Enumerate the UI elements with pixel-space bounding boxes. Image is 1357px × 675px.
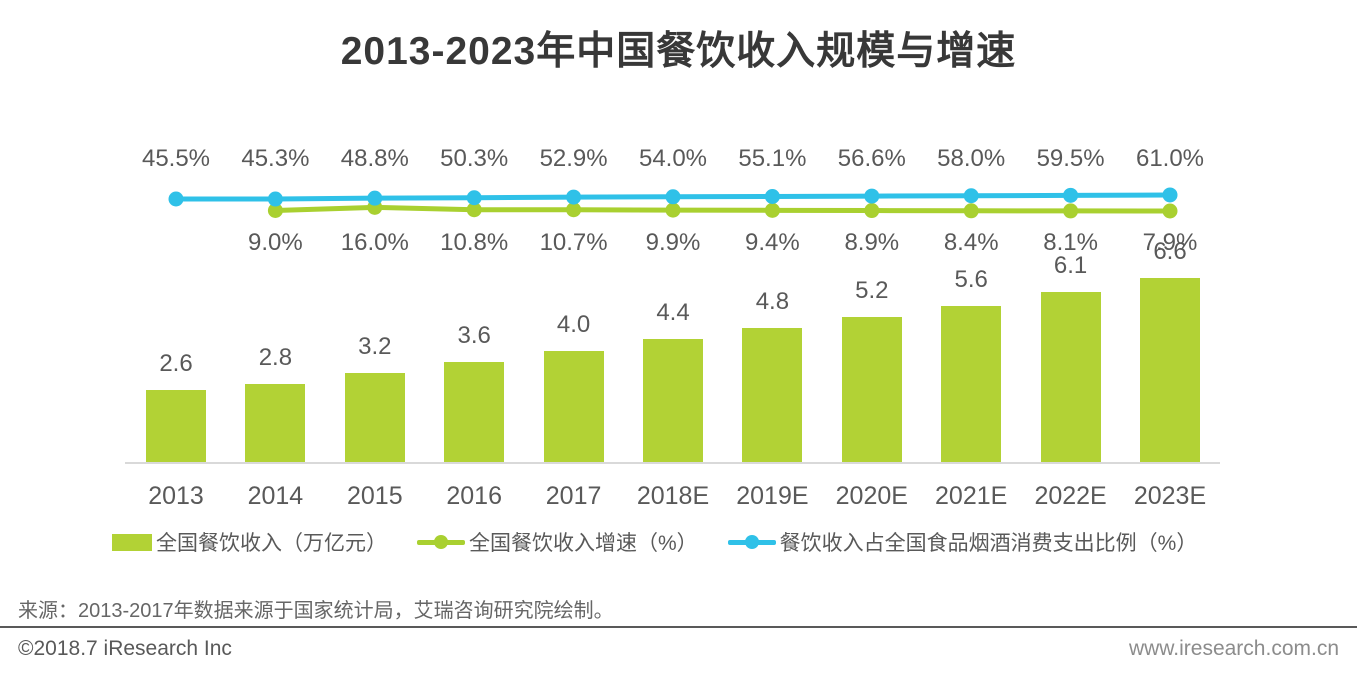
legend-label: 全国餐饮收入（万亿元） (156, 532, 387, 555)
growth-value-label: 9.9% (645, 229, 701, 256)
bar-value-label: 4.8 (755, 288, 790, 316)
bar (344, 373, 405, 463)
data-point-dot (566, 202, 582, 218)
legend-label: 餐饮收入占全国食品烟酒消费支出比例（%） (779, 532, 1198, 555)
data-point-dot (665, 202, 681, 218)
data-point-dot (963, 188, 979, 204)
x-axis-label: 2013 (148, 482, 204, 510)
bar-value-label: 4.4 (656, 299, 690, 327)
growth-value-label: 7.9% (1142, 229, 1198, 256)
dot-glyph (434, 535, 448, 549)
data-point-dot (168, 191, 184, 207)
bar (1140, 277, 1200, 463)
legend-label: 全国餐饮收入增速（%） (469, 532, 698, 555)
ratio-value-label: 52.9% (539, 145, 608, 172)
line-series (275, 204, 1171, 214)
data-point-dot (1162, 203, 1178, 219)
ratio-value-label: 50.3% (440, 145, 509, 172)
data-point-dot (764, 202, 780, 218)
legend-item-ratio: 餐饮收入占全国食品烟酒消费支出比例（%） (727, 527, 1198, 557)
ratio-value-label: 54.0% (638, 145, 708, 172)
ratio-value-label: 45.3% (241, 145, 310, 172)
legend-item-growth: 全国餐饮收入增速（%） (417, 527, 698, 557)
growth-value-label: 8.4% (943, 229, 999, 256)
growth-value-label: 10.8% (440, 229, 509, 256)
bar (841, 316, 902, 463)
dot-glyph (744, 535, 759, 549)
data-point-dot (267, 191, 283, 207)
bar-value-label: 6.6 (1153, 237, 1187, 265)
footer-divider (0, 626, 1357, 628)
green-line-swatch-icon (417, 533, 465, 551)
source-note: 来源：2013-2017年数据来源于国家统计局，艾瑞咨询研究院绘制。 (18, 600, 614, 622)
x-axis-label: 2016 (446, 482, 502, 510)
ratio-value-label: 56.6% (837, 145, 906, 172)
bar-value-label: 5.6 (954, 265, 988, 293)
legend-item-revenue: 全国餐饮收入（万亿元） (112, 527, 387, 557)
bar-value-label: 5.2 (855, 276, 889, 304)
bar-swatch-icon (112, 533, 152, 551)
bar (146, 389, 206, 463)
bar-value-label: 3.6 (457, 321, 491, 349)
data-point-dot (267, 203, 283, 219)
data-point-dot (864, 188, 880, 204)
ratio-value-label: 48.8% (340, 145, 409, 172)
x-axis-line (125, 462, 1220, 464)
bar-value-label: 4.0 (556, 310, 591, 338)
growth-value-label: 9.4% (745, 229, 800, 256)
bar-value-label: 2.6 (159, 349, 193, 377)
x-axis-label: 2019E (736, 482, 809, 510)
data-point-dot (665, 189, 681, 205)
bar (444, 361, 505, 463)
x-axis-label: 2022E (1034, 482, 1107, 510)
ratio-value-label: 45.5% (141, 145, 211, 172)
bar (543, 350, 604, 463)
x-axis-label: 2020E (835, 482, 908, 510)
growth-value-label: 10.7% (539, 229, 608, 256)
growth-value-label: 8.1% (1043, 229, 1098, 256)
x-axis-label: 2018E (636, 482, 710, 510)
ratio-value-label: 61.0% (1135, 145, 1205, 172)
data-point-dot (764, 189, 780, 205)
data-point-dot (367, 190, 383, 206)
blue-line-swatch-icon (727, 533, 776, 551)
bar-value-label: 2.8 (258, 344, 293, 372)
data-point-dot (466, 190, 482, 206)
x-axis-label: 2021E (935, 482, 1008, 510)
bar (643, 339, 703, 463)
bar (941, 305, 1002, 463)
growth-value-label: 9.0% (248, 229, 303, 256)
copyright-text: ©2018.7 iResearch Inc (18, 637, 232, 660)
ratio-value-label: 55.1% (738, 145, 807, 172)
ratio-value-label: 58.0% (937, 145, 1006, 172)
x-axis-label: 2014 (247, 482, 304, 510)
page-title: 2013-2023年中国餐饮收入规模与增速 (340, 30, 1017, 73)
data-point-dot (1063, 203, 1079, 219)
data-point-dot (1162, 187, 1178, 203)
data-point-dot (466, 202, 482, 218)
bar-value-label: 6.1 (1053, 251, 1088, 279)
bar (742, 328, 803, 463)
growth-value-label: 16.0% (340, 229, 409, 256)
growth-value-label: 8.9% (844, 229, 900, 256)
data-point-dot (963, 203, 979, 219)
x-axis-label: 2023E (1133, 482, 1207, 510)
bar-value-label: 3.2 (358, 333, 392, 361)
ratio-value-label: 59.5% (1036, 145, 1105, 172)
data-point-dot (1063, 187, 1079, 203)
x-axis-label: 2015 (346, 482, 403, 510)
data-point-dot (864, 203, 880, 219)
bar (1040, 291, 1101, 463)
website-link[interactable]: www.iresearch.com.cn (1128, 637, 1339, 660)
legend: 全国餐饮收入（万亿元） 全国餐饮收入增速（%） 餐饮收入占全国食品烟酒消费支出比… (112, 527, 1197, 557)
data-point-dot (566, 189, 582, 205)
bar (245, 384, 306, 463)
x-axis-label: 2017 (545, 482, 602, 510)
